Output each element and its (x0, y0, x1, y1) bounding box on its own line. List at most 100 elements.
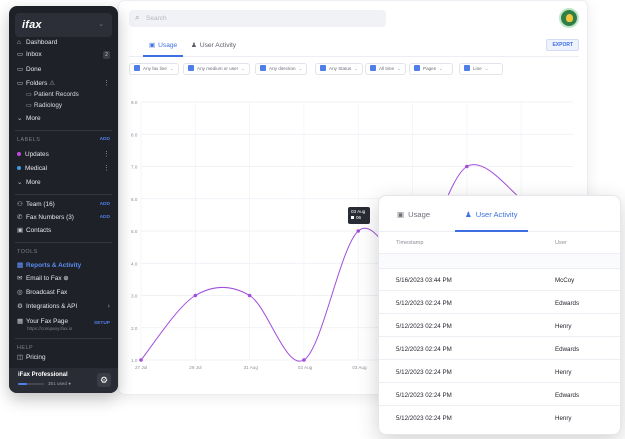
table-row[interactable]: 5/12/2023 02:24 PM Henry (379, 407, 620, 429)
home-icon: ⌂ (17, 39, 21, 46)
y-tick-label: 9.0 (131, 100, 138, 105)
labels-heading: LABELS (17, 137, 41, 143)
more-label: More (26, 179, 41, 186)
table-row[interactable]: 5/12/2023 02:24 PM Henry (379, 361, 620, 383)
add-label-button[interactable]: ADD (99, 137, 110, 142)
sidebar-item-inbox[interactable]: ▭ Inbox 2 (17, 49, 110, 61)
filter-pages[interactable]: Pages ⌄ (409, 63, 453, 75)
sidebar-more-folders[interactable]: ⌄ More (17, 113, 41, 125)
filter-fax-line[interactable]: Any fax line ⌄ (129, 63, 179, 75)
sidebar-divider (15, 242, 112, 243)
gear-icon[interactable]: ⚙ (97, 373, 111, 387)
x-tick-label: 02 Aug (298, 365, 313, 370)
label-more-icon[interactable]: ⋮ (103, 165, 110, 172)
chevron-down-icon: ⌄ (298, 66, 303, 71)
tab-label: User Activity (475, 210, 518, 219)
sidebar-item-integrations[interactable]: ⚙ Integrations & API (17, 301, 77, 313)
table-row[interactable]: 5/12/2023 02:24 PM Edwards (379, 338, 620, 360)
table-row[interactable]: 5/12/2023 02:24 PM Henry (379, 315, 620, 337)
reports-icon: ▤ (17, 262, 24, 269)
export-button[interactable]: EXPORT (546, 39, 579, 51)
user-filter-icon (188, 65, 194, 71)
folder-icon: ▭ (26, 103, 32, 109)
sidebar-divider (15, 338, 112, 339)
fax-page-url[interactable]: https://company.ifax.io (27, 326, 73, 331)
pricing-icon: ◫ (17, 354, 24, 361)
tab-user-activity-label: User Activity (199, 42, 237, 49)
usage-count: 351 used ● (48, 381, 71, 386)
sidebar-item-label: Folders (26, 80, 48, 87)
tab-user-activity[interactable]: ♟ User Activity (191, 39, 236, 57)
table-row[interactable]: 5/16/2023 03:44 PM McCoy (379, 269, 620, 291)
chevron-down-icon: ⌄ (439, 66, 443, 71)
sidebar-item-label: Your Fax Page (26, 318, 69, 325)
cell-timestamp: 5/12/2023 02:24 PM (396, 369, 452, 376)
add-fax-number-button[interactable]: ADD (99, 215, 110, 220)
table-row[interactable]: 5/12/2023 02:24 PM Edwards (379, 292, 620, 314)
tab-usage[interactable]: ▣ Usage (143, 39, 184, 57)
y-tick-label: 1.0 (131, 358, 138, 363)
column-header-user[interactable]: User (555, 240, 567, 246)
filter-medium-user[interactable]: Any medium or user ⌄ (183, 63, 250, 75)
sidebar-item-label: Dashboard (26, 39, 58, 46)
cell-timestamp: 5/12/2023 02:24 PM (396, 323, 452, 330)
usage-count-text: 351 used (48, 381, 67, 386)
cell-timestamp: 5/12/2023 02:24 PM (396, 300, 452, 307)
tooltip-date: 03 Aug (351, 209, 366, 214)
usage-progress-fill (18, 383, 28, 385)
activity-tab-usage[interactable]: ▣ Usage (397, 208, 430, 232)
search-bar[interactable]: ⌕ (129, 10, 386, 27)
folder-radiology[interactable]: ▭ Radiology (26, 100, 62, 112)
filter-time[interactable]: All time ⌄ (365, 63, 406, 75)
cell-user: Edwards (555, 346, 580, 353)
sidebar-divider (15, 130, 112, 131)
table-row[interactable]: 5/12/2023 02:24 PM Edwards (379, 384, 620, 406)
sidebar-item-dashboard[interactable]: ⌂ Dashboard (17, 37, 57, 49)
sidebar-item-pricing[interactable]: ◫ Pricing (17, 352, 46, 364)
chevron-right-icon[interactable]: › (107, 303, 110, 310)
chart-tooltip: 03 Aug 06 (348, 207, 370, 224)
filter-label: Any Status (329, 66, 352, 71)
filter-status[interactable]: Any Status ⌄ (315, 63, 364, 75)
label-name: Medical (25, 165, 48, 172)
label-updates[interactable]: Updates (17, 149, 49, 161)
sidebar-item-fax-page[interactable]: ▦ Your Fax Page (17, 316, 68, 328)
sidebar-item-email-to-fax[interactable]: ✉ Email to Fax ⊕ (17, 273, 69, 285)
sidebar-item-label: Done (26, 66, 42, 73)
sidebar-item-folders[interactable]: ▭ Folders ⚠ (17, 78, 55, 90)
activity-tab-user-activity[interactable]: ♟ User Activity (455, 208, 528, 232)
folders-more-icon[interactable]: ⋮ (103, 80, 110, 87)
cell-timestamp: 5/12/2023 02:24 PM (396, 392, 452, 399)
filter-chart-type[interactable]: Line ⌄ (459, 63, 503, 75)
cell-user: Henry (555, 369, 572, 376)
filter-direction[interactable]: Any direction ⌄ (255, 63, 308, 75)
sidebar-item-contacts[interactable]: ▣ Contacts (17, 225, 51, 237)
pages-icon (414, 65, 420, 71)
folder-add-icon[interactable]: ⚠ (49, 80, 55, 87)
sidebar-more-labels[interactable]: ⌄ More (17, 177, 41, 189)
sidebar-item-broadcast[interactable]: ◎ Broadcast Fax (17, 287, 67, 299)
sidebar-item-team[interactable]: ⚇ Team (16) (17, 199, 55, 211)
label-more-icon[interactable]: ⋮ (103, 151, 110, 158)
account-switcher[interactable]: ifax ⌄ (15, 13, 112, 37)
chevron-down-icon: ⌄ (169, 66, 174, 71)
avatar[interactable] (559, 8, 579, 28)
folder-patient-records[interactable]: ▭ Patient Records (26, 89, 79, 101)
data-point (465, 164, 469, 169)
tools-heading: TOOLS (17, 249, 38, 255)
column-header-timestamp[interactable]: Timestamp (396, 240, 424, 246)
search-input[interactable] (146, 12, 366, 25)
y-tick-label: 8.0 (131, 132, 138, 137)
plan-footer: iFax Professional 351 used ● ⚙ (9, 368, 118, 393)
filter-label: Any direction (269, 66, 296, 71)
broadcast-icon: ◎ (17, 289, 23, 296)
label-medical[interactable]: Medical (17, 163, 47, 175)
sidebar-item-done[interactable]: ▭ Done (17, 64, 41, 76)
add-team-button[interactable]: ADD (99, 202, 110, 207)
chevron-down-icon: ⌄ (98, 21, 104, 28)
setup-fax-page-button[interactable]: SETUP (94, 321, 110, 326)
y-tick-label: 2.0 (131, 326, 138, 331)
sidebar-item-fax-numbers[interactable]: ✆ Fax Numbers (3) (17, 212, 74, 224)
cell-timestamp: 5/12/2023 02:24 PM (396, 346, 452, 353)
sidebar-item-reports[interactable]: ▤ Reports & Activity (17, 260, 81, 272)
